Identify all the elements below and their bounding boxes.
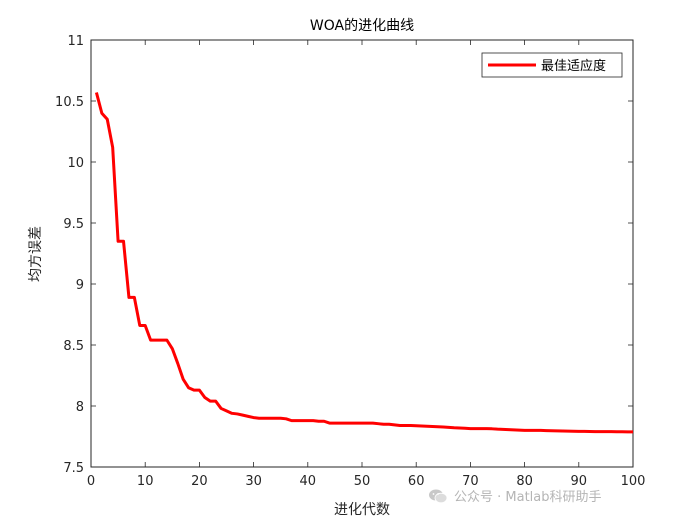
y-tick-label: 8.5: [63, 339, 84, 354]
axis-ticks: [90, 39, 634, 468]
watermark-text: 公众号 · Matlab科研助手: [454, 490, 602, 505]
series-line-best-fitness: [94, 92, 633, 434]
y-tick-label: 9.5: [63, 217, 84, 232]
x-axis-label: 进化代数: [334, 502, 390, 518]
x-tick-label: 90: [571, 474, 588, 489]
series-layer: [94, 92, 634, 434]
x-tick-label: 50: [354, 474, 371, 489]
y-tick-label: 7.5: [63, 461, 84, 476]
watermark: 公众号 · Matlab科研助手: [428, 486, 602, 505]
y-tick-label: 9: [76, 278, 84, 293]
x-tick-label: 80: [516, 474, 533, 489]
x-tick-label: 0: [87, 474, 95, 489]
y-tick-label: 11: [67, 34, 84, 49]
x-tick-label: 70: [462, 474, 479, 489]
x-tick-label: 30: [245, 474, 262, 489]
x-tick-label: 20: [191, 474, 208, 489]
axis-tick-labels: 0 10 20 30 40 50 60 70 80 90 100 7.5 8 8.5 9 9.5 10 10.5 1…: [55, 34, 645, 489]
y-tick-label: 10: [67, 156, 84, 171]
legend-label: 最佳适应度: [541, 58, 606, 74]
y-tick-label: 8: [76, 400, 84, 415]
wechat-icon: [429, 489, 448, 503]
x-tick-label: 10: [137, 474, 154, 489]
plot-area: [90, 39, 634, 468]
chart-title: WOA的进化曲线: [310, 18, 414, 34]
y-tick-label: 10.5: [55, 95, 84, 110]
x-tick-label: 100: [621, 474, 646, 489]
legend: 最佳适应度: [481, 52, 623, 78]
x-tick-label: 40: [300, 474, 317, 489]
y-axis-label: 均方误差: [28, 226, 44, 282]
x-tick-label: 60: [408, 474, 425, 489]
